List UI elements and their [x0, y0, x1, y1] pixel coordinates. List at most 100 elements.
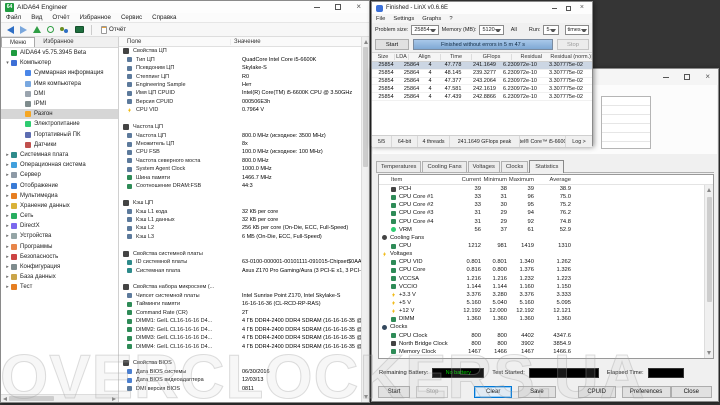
report-button[interactable]: Отчёт	[96, 24, 131, 36]
field-row[interactable]: DMI версия BIOS 0811	[119, 385, 361, 393]
results-column-header[interactable]: Align	[409, 54, 441, 60]
close-icon[interactable]: ×	[356, 2, 361, 11]
field-row[interactable]: Кэш L1 кода 32 КБ per core	[119, 207, 361, 215]
field-row[interactable]: Шина памяти 1466.7 MHz	[119, 174, 361, 182]
clear-button[interactable]: Clear	[474, 385, 513, 398]
field-row[interactable]: Тип ЦП QuadCore Intel Core i5-6600K	[119, 55, 361, 63]
column-header-field[interactable]: Поле	[119, 38, 231, 45]
field-row[interactable]	[119, 115, 361, 123]
scroll-right-icon[interactable]	[112, 396, 116, 401]
minimize-icon[interactable]	[663, 76, 670, 78]
field-row[interactable]: Свойства системной платы	[119, 250, 361, 258]
expander-icon[interactable]: ▸	[6, 223, 9, 230]
statistics-row[interactable]: PCH 39 38 39 38.9	[379, 185, 713, 193]
statistics-row[interactable]: Cooling Fans	[379, 234, 713, 242]
field-row[interactable]	[119, 190, 361, 198]
cpuid-button[interactable]: CPUID	[577, 385, 616, 398]
stability-tab[interactable]: Voltages	[467, 161, 500, 172]
field-row[interactable]	[119, 275, 361, 283]
tree-item[interactable]: ▾ Компьютер	[1, 58, 118, 68]
field-row[interactable]: Псевдоним ЦП Skylake-S	[119, 64, 361, 72]
tree-item[interactable]: IPMI	[1, 99, 118, 109]
tree-item[interactable]: Суммарная информация	[1, 68, 118, 78]
field-row[interactable]: Кэш L2 256 КБ per core (On-Die, ECC, Ful…	[119, 224, 361, 232]
statistics-row[interactable]: Clocks	[379, 323, 713, 331]
statistics-row[interactable]: Memory Clock 1467 1466 1467 1466.6	[379, 348, 713, 356]
start-button[interactable]: Start	[375, 39, 409, 50]
expander-icon[interactable]: ▸	[6, 243, 9, 250]
expander-icon[interactable]: ▾	[6, 60, 9, 67]
field-row[interactable]: Свойства BIOS	[119, 359, 361, 367]
menu-item[interactable]: Settings	[393, 15, 415, 22]
tree-item[interactable]: ▸ Тест	[1, 282, 118, 292]
scroll-left-icon[interactable]	[3, 396, 7, 401]
tree-item[interactable]: ▸ DirectX	[1, 221, 118, 231]
field-row[interactable]: Частота северного моста 800.0 MHz	[119, 157, 361, 165]
memory-select[interactable]: 5120	[479, 25, 504, 35]
tree-item[interactable]: ▸ Безопасность	[1, 252, 118, 262]
field-row[interactable]: ID системной платы 63-0100-000001-001011…	[119, 258, 361, 266]
tree-item[interactable]: ▸ Конфигурация	[1, 262, 118, 272]
menu-item[interactable]: Вид	[31, 14, 43, 21]
back-icon[interactable]	[7, 25, 14, 34]
menu-item[interactable]: Справка	[152, 14, 177, 21]
tree-item[interactable]: ▸ Программы	[1, 242, 118, 252]
preferences-button[interactable]: Preferences	[621, 385, 671, 398]
tree-item[interactable]: ▸ Устройства	[1, 231, 118, 241]
header-minimum[interactable]: Minimum	[483, 176, 507, 183]
expander-icon[interactable]: ▸	[6, 162, 9, 169]
tree-item[interactable]: ▸ Мультимедиа	[1, 191, 118, 201]
user-manager-icon[interactable]	[60, 26, 69, 34]
stability-tab[interactable]: Statistics	[529, 160, 565, 173]
menu-item[interactable]: File	[376, 15, 386, 22]
stability-tab[interactable]: Temperatures	[376, 161, 422, 172]
save-button[interactable]: Save	[518, 385, 556, 398]
statistics-row[interactable]: CPU Clock 800 800 4402 4347.6	[379, 332, 713, 340]
field-row[interactable]: Частота ЦП	[119, 123, 361, 131]
statistics-row[interactable]: +5 V 5.160 5.040 5.160 5.095	[379, 299, 713, 307]
field-row[interactable]: Engineering Sample Нет	[119, 81, 361, 89]
field-row[interactable]: CPU FSB 100.0 MHz (исходное: 100 MHz)	[119, 148, 361, 156]
expander-icon[interactable]: ▸	[6, 264, 9, 271]
scroll-down-icon[interactable]	[706, 351, 711, 355]
statistics-row[interactable]: CPU VID 0.801 0.801 1.340 1.262	[379, 258, 713, 266]
field-row[interactable]: DIMM4: GeIL CL16-16-16 D4... 4 ГБ DDR4-2…	[119, 342, 361, 350]
hardware-icon[interactable]	[75, 26, 84, 33]
scroll-up-icon[interactable]	[363, 40, 368, 44]
close-icon[interactable]: ×	[579, 4, 584, 11]
field-row[interactable]	[119, 351, 361, 359]
menu-item[interactable]: Отчёт	[52, 14, 70, 21]
results-column-header[interactable]: GFlops	[472, 54, 512, 60]
field-row[interactable]: Частота ЦП 800.0 MHz (исходное: 3500 MHz…	[119, 131, 361, 139]
expander-icon[interactable]: ▸	[6, 172, 9, 179]
problem-size-select[interactable]: 25854	[411, 25, 439, 35]
results-column-header[interactable]: LDA	[395, 54, 409, 60]
field-row[interactable]: Чипсет системной платы Intel Sunrise Poi…	[119, 292, 361, 300]
up-icon[interactable]	[33, 26, 41, 33]
tree-item[interactable]: ▸ Сеть	[1, 211, 118, 221]
results-column-header[interactable]: Time	[441, 54, 472, 60]
tree-item[interactable]: ▸ Отображение	[1, 180, 118, 190]
expander-icon[interactable]: ▸	[6, 284, 9, 291]
field-row[interactable]: System Agent Clock 1000.0 MHz	[119, 165, 361, 173]
statistics-row[interactable]: Voltages	[379, 250, 713, 258]
maximize-icon[interactable]	[684, 74, 691, 80]
menu-item[interactable]: Избранное	[79, 14, 111, 21]
start-button[interactable]: Start	[378, 385, 411, 398]
field-row[interactable]: Имя ЦП CPUID Intel(R) Core(TM) i5-6600K …	[119, 89, 361, 97]
stop-button[interactable]: Stop	[416, 385, 449, 398]
menu-item[interactable]: Файл	[6, 14, 22, 21]
scrollbar-thumb[interactable]	[363, 47, 368, 167]
results-row[interactable]: 25854 25864 4 47.439 242.8866 6.230972e-…	[372, 93, 592, 101]
expander-icon[interactable]: ▸	[6, 182, 9, 189]
tree-item[interactable]: ▸ Хранение данных	[1, 201, 118, 211]
tree-item[interactable]: Электропитание	[1, 119, 118, 129]
statistics-row[interactable]: DIMM 1.360 1.360 1.360 1.360	[379, 315, 713, 323]
results-row[interactable]: 25854 25864 4 47.377 243.2064 6.230972e-…	[372, 78, 592, 86]
results-column-header[interactable]: Size	[372, 54, 395, 60]
expander-icon[interactable]: ▸	[6, 213, 9, 220]
minimize-icon[interactable]	[551, 7, 557, 9]
field-row[interactable]: Соотношение DRAM:FSB 44:3	[119, 182, 361, 190]
results-row[interactable]: 25854 25864 4 48.145 239.3277 6.230972e-…	[372, 70, 592, 78]
field-row[interactable]: DIMM3: GeIL CL16-16-16 D4... 4 ГБ DDR4-2…	[119, 334, 361, 342]
